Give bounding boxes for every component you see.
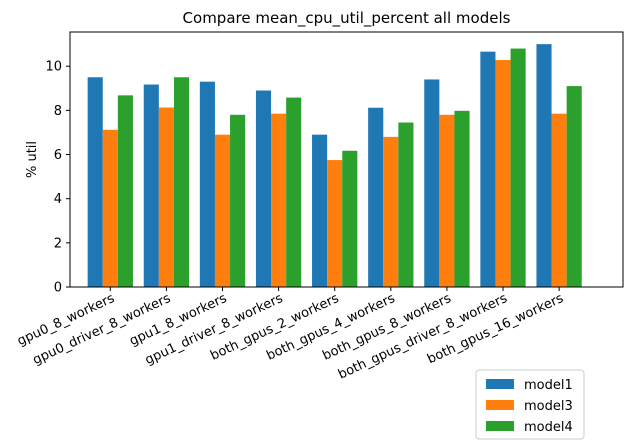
- bar-model3: [102, 129, 118, 287]
- plot-frame: [69, 31, 624, 288]
- bar-model3: [158, 107, 174, 287]
- bar-model1: [480, 51, 496, 287]
- bar-model4: [286, 97, 302, 287]
- y-tick-label: 8: [54, 104, 62, 119]
- bar-model4: [510, 48, 526, 287]
- bars-group: [87, 44, 582, 288]
- bar-model4: [566, 86, 582, 287]
- y-axis-label: % util: [25, 141, 40, 178]
- legend-swatch-model1: [486, 379, 514, 389]
- bar-model1: [143, 84, 159, 287]
- legend: model1 model3 model4: [475, 369, 585, 440]
- bar-model3: [439, 114, 455, 287]
- bar-model3: [214, 134, 231, 287]
- y-axis: 0 2 4 6 8 10: [45, 60, 70, 296]
- bar-model4: [454, 110, 470, 288]
- bar-model1: [536, 44, 552, 288]
- legend-label-model4: model4: [524, 420, 573, 435]
- chart-title: Compare mean_cpu_util_percent all models: [183, 9, 511, 28]
- y-tick-label: 6: [54, 148, 62, 163]
- y-tick-label: 2: [54, 236, 62, 251]
- bar-model3: [327, 160, 343, 287]
- bar-model3: [551, 113, 567, 287]
- y-tick-label: 10: [45, 60, 62, 75]
- bar-model4: [117, 95, 133, 287]
- bar-model3: [383, 136, 399, 287]
- y-tick-label: 0: [54, 281, 62, 296]
- y-tick-label: 4: [54, 192, 62, 207]
- bar-model1: [199, 81, 215, 287]
- bar-model1: [368, 107, 384, 288]
- bar-model3: [495, 60, 511, 288]
- legend-label-model3: model3: [524, 399, 573, 414]
- legend-swatch-model3: [486, 400, 514, 410]
- bar-model1: [87, 77, 103, 288]
- bar-model4: [173, 77, 190, 288]
- x-axis: gpu0_8_workersgpu0_driver_8_workersgpu1_…: [15, 287, 566, 383]
- bar-model1: [424, 79, 440, 287]
- bar-model4: [342, 150, 358, 287]
- bar-model1: [312, 134, 328, 287]
- legend-label-model1: model1: [524, 378, 573, 393]
- bar-model4: [230, 114, 246, 287]
- legend-swatch-model4: [486, 421, 514, 431]
- bar-model1: [255, 90, 272, 287]
- bar-model4: [398, 122, 414, 288]
- bar-model3: [271, 113, 287, 287]
